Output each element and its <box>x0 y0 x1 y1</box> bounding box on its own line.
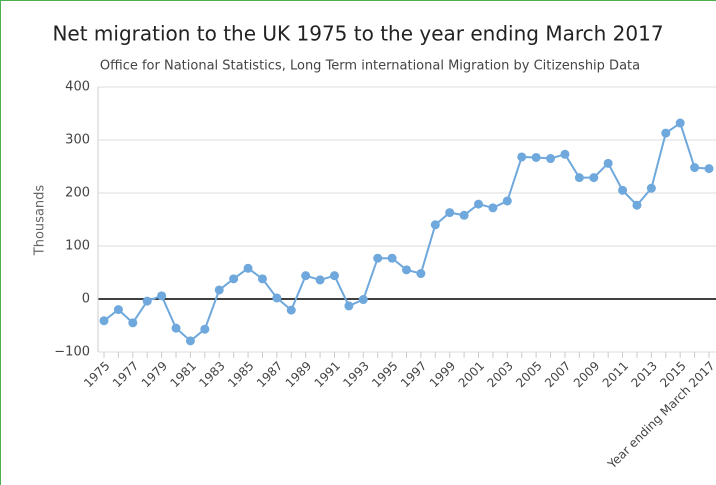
x-tick-label: 1993 <box>340 359 371 390</box>
data-point <box>157 291 167 301</box>
data-point <box>502 196 512 206</box>
data-point <box>632 200 642 210</box>
x-tick-label: 1995 <box>369 359 400 390</box>
data-point <box>675 118 685 128</box>
data-point <box>315 275 325 285</box>
x-tick-label: 1991 <box>312 359 343 390</box>
y-tick-label: 100 <box>65 239 90 254</box>
x-tick-label: 2003 <box>484 359 515 390</box>
data-point <box>704 164 714 174</box>
x-tick-label: 1981 <box>168 359 199 390</box>
data-point <box>128 318 138 328</box>
data-point <box>171 323 181 333</box>
data-point <box>344 301 354 311</box>
data-point <box>560 149 570 159</box>
data-point <box>358 295 368 305</box>
x-tick-label: 1977 <box>110 359 141 390</box>
data-point <box>445 208 455 218</box>
x-tick-label: 1989 <box>283 359 314 390</box>
data-point <box>257 274 267 284</box>
data-point <box>646 183 656 193</box>
data-point <box>99 316 109 326</box>
data-point <box>373 253 383 263</box>
data-point <box>272 293 282 303</box>
data-point <box>661 128 671 138</box>
data-point <box>546 154 556 164</box>
x-tick-label: 1983 <box>196 359 227 390</box>
data-point <box>517 152 527 162</box>
x-tick-label: 1979 <box>139 359 170 390</box>
data-point <box>387 253 397 263</box>
data-point <box>229 274 239 284</box>
data-point <box>200 324 210 334</box>
x-tick-label: 2007 <box>542 359 573 390</box>
y-tick-label: −100 <box>54 345 90 360</box>
data-point <box>474 199 484 209</box>
data-point <box>301 271 311 281</box>
x-tick-label: 2011 <box>600 359 631 390</box>
data-point <box>416 269 426 279</box>
x-tick-label: 1987 <box>254 359 285 390</box>
y-tick-label: 400 <box>65 80 90 95</box>
data-point <box>113 305 123 315</box>
data-point <box>488 203 498 213</box>
x-tick-label: 1985 <box>225 359 256 390</box>
x-tick-label: 2013 <box>628 359 659 390</box>
data-point <box>286 305 296 315</box>
x-tick-label: 2005 <box>513 359 544 390</box>
data-point <box>243 263 253 273</box>
data-point <box>690 163 700 173</box>
y-tick-label: 200 <box>65 186 90 201</box>
data-point <box>185 336 195 346</box>
data-point <box>329 271 339 281</box>
data-point <box>142 296 152 306</box>
x-tick-label: 2001 <box>456 359 487 390</box>
data-point <box>430 220 440 230</box>
chart-title: Net migration to the UK 1975 to the year… <box>52 22 663 46</box>
series-line <box>103 121 710 343</box>
y-axis-label: Thousands <box>33 185 48 257</box>
x-tick-label: 1997 <box>398 359 429 390</box>
x-tick-label: 1999 <box>427 359 458 390</box>
data-point <box>574 173 584 183</box>
data-point <box>402 265 411 275</box>
data-point <box>459 210 469 220</box>
chart-subtitle: Office for National Statistics, Long Ter… <box>100 59 640 74</box>
data-point <box>618 185 628 195</box>
y-tick-label: 0 <box>82 292 90 307</box>
data-point <box>603 158 613 168</box>
x-tick-label: 1975 <box>81 359 112 390</box>
x-tick-label: 2009 <box>571 359 602 390</box>
data-point <box>589 173 599 183</box>
y-tick-label: 300 <box>65 133 90 148</box>
data-point <box>531 152 541 162</box>
data-point <box>214 285 224 295</box>
